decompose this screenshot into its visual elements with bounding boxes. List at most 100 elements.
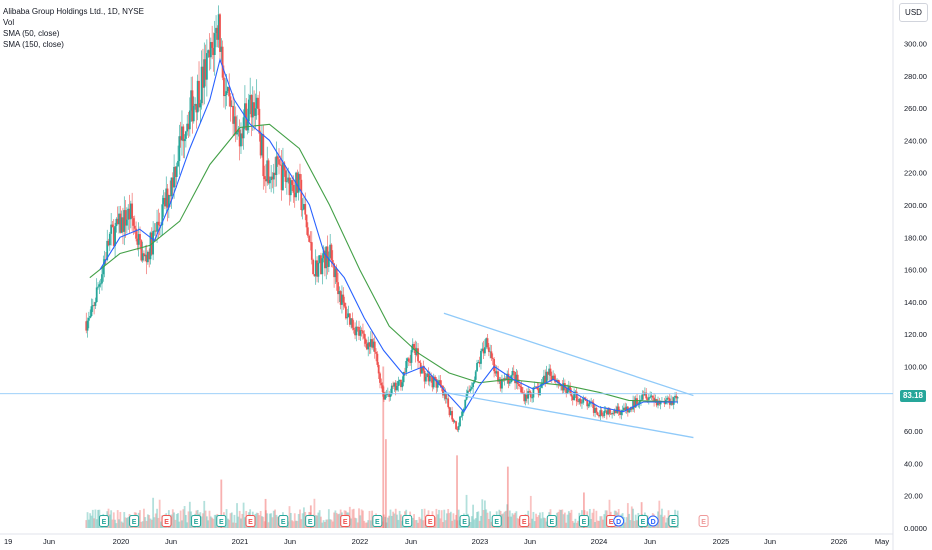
candle-body: [181, 126, 183, 141]
earnings-marker[interactable]: E: [191, 515, 202, 527]
volume-bar: [257, 513, 259, 528]
earnings-marker[interactable]: E: [578, 515, 589, 527]
y-tick-label: 40.00: [904, 459, 923, 468]
candle-body: [198, 80, 200, 108]
candle-body: [352, 327, 355, 330]
candle-body: [503, 378, 506, 381]
volume-bar: [202, 513, 204, 528]
earnings-marker[interactable]: E: [698, 515, 709, 527]
earnings-marker[interactable]: E: [491, 515, 502, 527]
candle-body: [119, 213, 122, 233]
currency-button[interactable]: USD: [899, 3, 928, 22]
volume-bar: [205, 516, 208, 528]
candle-body: [236, 132, 238, 135]
candle-body: [461, 410, 464, 416]
dividend-marker[interactable]: D: [647, 515, 659, 527]
indicator-sma150[interactable]: SMA (150, close): [3, 40, 64, 49]
candle-body: [422, 367, 425, 371]
earnings-marker[interactable]: E: [402, 515, 413, 527]
candle-body: [282, 162, 284, 191]
candle-body: [368, 342, 371, 347]
volume-bar: [510, 516, 513, 528]
volume-bar: [303, 507, 305, 528]
indicator-vol[interactable]: Vol: [3, 18, 15, 27]
volume-bar: [413, 514, 415, 528]
event-label: E: [641, 519, 646, 526]
sma50-line: [99, 57, 678, 413]
candle-body: [531, 397, 534, 399]
earnings-marker[interactable]: E: [546, 515, 557, 527]
volume-bar: [545, 521, 548, 528]
earnings-marker[interactable]: E: [278, 515, 289, 527]
candle-body: [539, 387, 541, 396]
candle-body: [255, 97, 258, 109]
dividend-marker[interactable]: D: [613, 515, 625, 527]
candle-body: [292, 184, 295, 193]
earnings-marker[interactable]: E: [637, 515, 648, 527]
volume-bar: [504, 510, 507, 528]
earnings-marker[interactable]: E: [129, 515, 140, 527]
volume-bar: [152, 497, 155, 528]
volume-spike: [583, 492, 585, 528]
volume-bar: [600, 516, 603, 528]
candle-body: [263, 176, 266, 180]
volume-bar: [209, 516, 212, 528]
earnings-marker[interactable]: E: [372, 515, 383, 527]
candle-body: [584, 399, 587, 401]
candle-body: [516, 374, 519, 384]
moving-averages: [89, 57, 679, 413]
candle-body: [476, 363, 478, 372]
candle-body: [406, 358, 409, 361]
earnings-icon: [372, 515, 383, 527]
candle-body: [238, 129, 241, 147]
candle-body: [579, 398, 582, 404]
earnings-marker[interactable]: E: [519, 515, 530, 527]
candle-body: [313, 274, 316, 277]
volume-bar: [663, 515, 666, 528]
candle-body: [288, 177, 291, 196]
volume-bar: [385, 522, 388, 528]
candle-body: [106, 240, 109, 260]
earnings-marker[interactable]: E: [216, 515, 227, 527]
volume-bar: [452, 513, 455, 528]
earnings-marker[interactable]: E: [668, 515, 679, 527]
volume-bar: [595, 510, 598, 528]
candle-body: [241, 133, 244, 139]
volume-spike: [506, 466, 509, 528]
earnings-marker[interactable]: E: [425, 515, 436, 527]
volume-bar: [115, 523, 118, 528]
candle-body: [257, 97, 259, 109]
earnings-marker[interactable]: E: [161, 515, 172, 527]
volume-bar: [590, 519, 593, 528]
event-label: E: [609, 519, 614, 526]
earnings-marker[interactable]: E: [459, 515, 470, 527]
event-label: E: [701, 519, 706, 526]
candle-body: [283, 162, 286, 171]
candle-body: [439, 380, 442, 386]
event-label: E: [522, 519, 527, 526]
earnings-marker[interactable]: E: [245, 515, 256, 527]
candle-body: [546, 371, 549, 375]
candle-body: [246, 121, 249, 131]
x-tick-label: 2023: [472, 537, 489, 546]
volume-bar: [292, 521, 295, 528]
volume-spike: [264, 498, 267, 528]
volume-bar: [300, 519, 303, 528]
candle-body: [95, 287, 98, 303]
earnings-icon: [637, 515, 648, 527]
candle-body: [596, 412, 599, 415]
candle-body: [318, 255, 321, 263]
earnings-marker[interactable]: E: [340, 515, 351, 527]
candle-body: [322, 250, 325, 259]
volume-bar: [355, 518, 358, 528]
candle-body: [207, 50, 210, 54]
candle-body: [171, 177, 174, 188]
earnings-marker[interactable]: E: [305, 515, 316, 527]
earnings-icon: [698, 515, 709, 527]
volume-bar: [570, 509, 573, 528]
earnings-marker[interactable]: E: [98, 515, 109, 527]
volume-bar: [275, 514, 278, 528]
indicator-sma50[interactable]: SMA (50, close): [3, 29, 60, 38]
volume-spike: [384, 439, 387, 528]
